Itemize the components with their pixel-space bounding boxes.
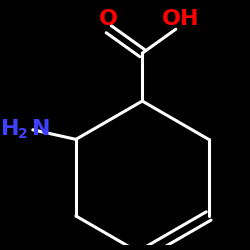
Text: H: H bbox=[1, 118, 20, 139]
Text: OH: OH bbox=[162, 9, 199, 29]
Text: O: O bbox=[99, 9, 118, 29]
Text: N: N bbox=[32, 118, 51, 139]
Text: 2: 2 bbox=[18, 127, 28, 141]
